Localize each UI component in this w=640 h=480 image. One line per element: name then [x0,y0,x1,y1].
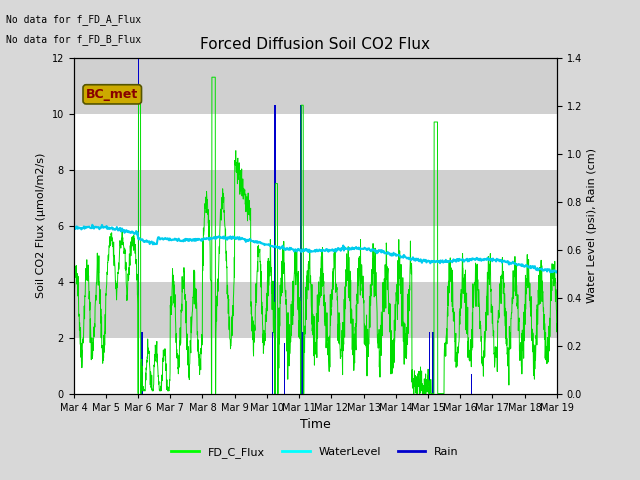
Bar [141,332,143,394]
Bar [429,332,430,394]
Title: Forced Diffusion Soil CO2 Flux: Forced Diffusion Soil CO2 Flux [200,37,430,52]
Legend: FD_C_Flux, WaterLevel, Rain: FD_C_Flux, WaterLevel, Rain [167,442,463,462]
Bar [138,58,140,394]
Bar [302,332,304,394]
Bar [284,343,285,394]
Bar [470,374,472,394]
Text: No data for f_FD_A_Flux: No data for f_FD_A_Flux [6,14,141,25]
X-axis label: Time: Time [300,418,331,431]
Bar [74,226,557,282]
Bar [74,337,557,394]
Bar [74,169,557,226]
Text: BC_met: BC_met [86,88,138,101]
Bar [432,332,433,394]
Bar [300,105,301,394]
Bar [74,58,557,114]
Bar [74,114,557,169]
Text: No data for f_FD_B_Flux: No data for f_FD_B_Flux [6,34,141,45]
Y-axis label: Water Level (psi), Rain (cm): Water Level (psi), Rain (cm) [588,148,598,303]
Y-axis label: Soil CO2 Flux (μmol/m2/s): Soil CO2 Flux (μmol/m2/s) [36,153,46,298]
Bar [274,105,276,394]
Bar [272,332,273,394]
Bar [74,282,557,337]
